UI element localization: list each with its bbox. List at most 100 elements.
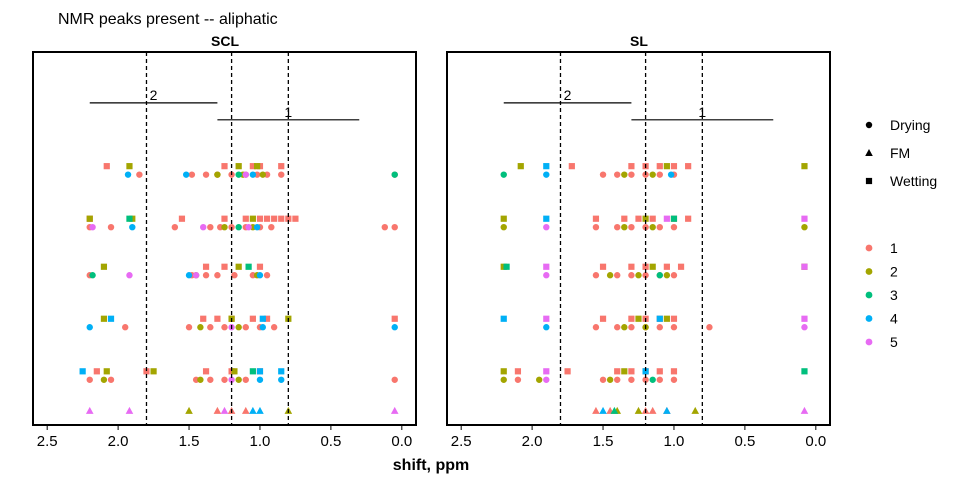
panel-sl: SL 21 2.5 2.0 1.5 1.0 0.5 0.0 [446, 33, 831, 450]
legend-color-label-3: 3 [890, 287, 898, 303]
point-sl-group-1-circle [642, 376, 649, 383]
point-sl-group-5-circle [543, 272, 550, 279]
point-sl-group-1-square [670, 163, 678, 170]
legend-color-label-1: 1 [890, 240, 898, 256]
point-sl-group-1-square [564, 368, 571, 375]
point-sl-group-2-square [649, 263, 656, 270]
point-scl-group-2-square [103, 368, 110, 375]
point-scl-group-1-square [249, 163, 256, 170]
point-sl-group-1-square [656, 368, 663, 375]
point-sl-group-2-circle [500, 223, 507, 231]
point-sl-group-1-square [599, 315, 607, 322]
point-sl-group-4-triangle [599, 406, 607, 414]
point-sl-group-1-square [592, 215, 600, 222]
point-sl-group-1-circle [614, 324, 621, 331]
legend-color-3 [865, 291, 873, 299]
segment-label-scl-1: 1 [284, 104, 292, 120]
point-sl-group-1-circle [656, 171, 663, 178]
point-scl-group-1-circle [263, 272, 271, 279]
point-sl-group-1-circle [614, 223, 621, 231]
point-scl-group-2-square [254, 163, 261, 170]
point-scl-group-1-circle [242, 324, 249, 331]
point-scl-group-1-circle [136, 171, 143, 178]
point-sl-group-2-square [500, 215, 507, 222]
point-sl-group-1-square [614, 368, 621, 375]
point-sl-group-3-circle [649, 376, 656, 383]
point-sl-group-1-square [628, 163, 635, 170]
point-scl-group-4-triangle [249, 406, 257, 414]
point-scl-group-4-circle [86, 324, 93, 331]
point-scl-group-1-square [256, 215, 264, 222]
point-scl-group-5-circle [200, 223, 207, 231]
point-scl-group-2-circle [214, 171, 221, 178]
x-axis-title: shift, ppm [393, 457, 469, 474]
point-scl-group-5-circle [245, 223, 252, 231]
point-sl-group-1-square [621, 215, 628, 222]
point-sl-group-1-circle [656, 324, 663, 331]
point-scl-group-2-square [100, 315, 108, 322]
point-sl-group-1-circle [628, 272, 635, 279]
point-sl-group-1-square [568, 163, 575, 170]
point-scl-group-1-circle [391, 223, 398, 231]
legend-color-label-2: 2 [890, 264, 898, 280]
point-sl-group-1-square [663, 263, 670, 270]
point-scl-group-4-circle [278, 376, 285, 383]
point-scl-group-1-square [271, 215, 278, 222]
point-scl-group-3-square [126, 215, 133, 222]
point-sl-group-5-circle [543, 223, 550, 231]
point-scl-group-5-triangle [85, 406, 94, 414]
x-tick-label-scl: 1.5 [179, 433, 200, 450]
point-scl-group-1-circle [221, 324, 228, 331]
point-sl-group-1-circle [628, 376, 635, 383]
x-tick-label-scl: 2.0 [108, 433, 129, 450]
point-scl-group-4-square [256, 368, 264, 375]
point-sl-group-5-circle [801, 324, 808, 331]
point-scl-group-2-circle [197, 376, 204, 383]
point-scl-group-1-square [263, 215, 271, 222]
point-sl-group-1-square [670, 368, 678, 375]
point-sl-group-3-square [670, 215, 678, 222]
point-scl-group-2-circle [235, 324, 242, 331]
point-sl-group-1-circle [670, 272, 678, 279]
point-scl-group-4-circle [256, 376, 264, 383]
point-scl-group-5-circle [89, 223, 96, 231]
x-tick-label-sl: 0.5 [734, 433, 755, 450]
point-sl-group-1-square [670, 315, 678, 322]
point-scl-group-1-circle [122, 324, 129, 331]
point-scl-group-4-circle [391, 324, 398, 331]
point-scl-group-1-square [278, 163, 285, 170]
point-sl-group-1-circle [656, 223, 663, 231]
point-scl-group-1-circle [207, 223, 214, 231]
point-sl-group-2-triangle [691, 406, 700, 414]
point-scl-group-1-square [178, 215, 186, 222]
x-tick-label-sl: 2.5 [451, 433, 472, 450]
point-scl-group-2-square [100, 263, 108, 270]
point-sl-group-5-square [801, 263, 808, 270]
point-scl-group-4-circle [183, 171, 190, 178]
point-scl-group-2-circle [221, 223, 228, 231]
legend-shape-circle [865, 121, 873, 129]
point-scl-group-1-square [93, 368, 100, 375]
point-scl-group-2-square [249, 215, 256, 222]
point-sl-group-1-square [685, 215, 692, 222]
legend-color-label-4: 4 [890, 311, 898, 327]
point-scl-group-1-square [292, 215, 299, 222]
point-scl-group-1-circle [231, 272, 238, 279]
point-sl-group-3-triangle [610, 406, 619, 414]
point-sl-group-1-circle [670, 376, 678, 383]
point-scl-group-1-square [214, 315, 221, 322]
point-scl-group-1-circle [86, 376, 93, 383]
point-sl-group-2-circle [621, 324, 628, 331]
point-scl-group-1-square [278, 215, 285, 222]
point-sl-group-2-square [517, 163, 524, 170]
point-sl-group-1-circle [599, 171, 607, 178]
point-sl-group-1-circle [642, 272, 649, 279]
point-sl-group-5-square [543, 263, 550, 270]
chart-title: NMR peaks present -- aliphatic [58, 11, 278, 28]
point-sl-group-2-square [663, 315, 670, 322]
point-scl-group-1-square [202, 263, 210, 270]
shape-legend: Drying FM Wetting [865, 117, 937, 189]
point-scl-group-1-square [263, 315, 271, 322]
point-scl-group-1-circle [391, 376, 398, 383]
point-scl-group-2-circle [259, 171, 266, 178]
